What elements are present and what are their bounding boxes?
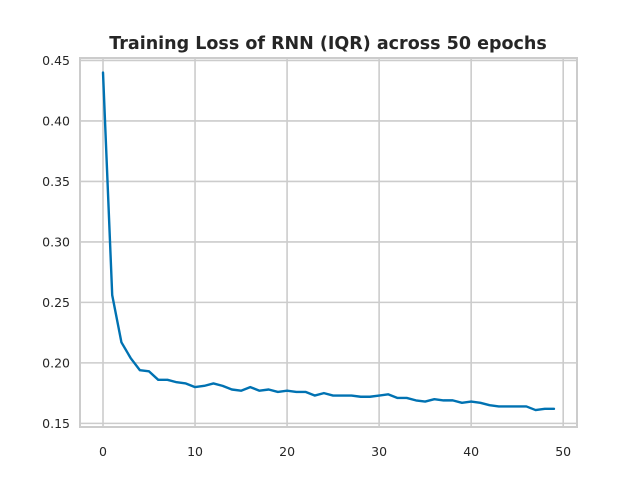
y-tick-label: 0.40 — [42, 113, 70, 128]
chart-title: Training Loss of RNN (IQR) across 50 epo… — [109, 34, 547, 54]
y-tick-label: 0.45 — [42, 53, 70, 68]
x-tick-label: 50 — [555, 444, 571, 459]
series-layer — [101, 71, 556, 412]
plot-frame — [79, 57, 578, 428]
y-tick-label: 0.15 — [42, 416, 70, 431]
x-tick-label: 40 — [463, 444, 479, 459]
y-axis: 0.15 0.20 0.25 0.30 0.35 0.40 0.45 — [42, 53, 70, 431]
x-tick-label: 0 — [99, 444, 107, 459]
x-tick-label: 20 — [279, 444, 295, 459]
x-tick-label: 10 — [187, 444, 203, 459]
x-tick-label: 30 — [371, 444, 387, 459]
grid — [80, 58, 577, 427]
y-tick-label: 0.25 — [42, 295, 70, 310]
y-tick-label: 0.35 — [42, 174, 70, 189]
series-line — [101, 71, 556, 412]
x-axis: 0 10 20 30 40 50 — [99, 444, 571, 459]
y-tick-label: 0.30 — [42, 234, 70, 249]
y-tick-label: 0.20 — [42, 355, 70, 370]
